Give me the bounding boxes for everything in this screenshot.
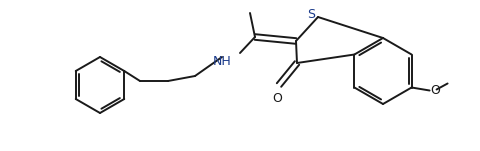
Text: O: O [430, 84, 440, 97]
Text: O: O [272, 92, 281, 105]
Text: S: S [306, 8, 314, 21]
Text: NH: NH [213, 55, 231, 68]
